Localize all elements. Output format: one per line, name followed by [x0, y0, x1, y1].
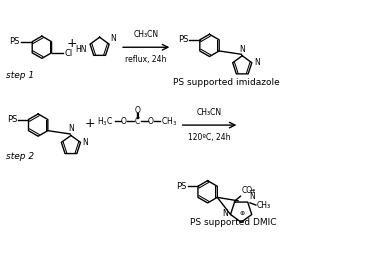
Text: O: O: [135, 106, 141, 115]
Text: PS supported DMIC: PS supported DMIC: [191, 218, 277, 227]
Text: CH₃CN: CH₃CN: [197, 108, 222, 117]
Text: N: N: [68, 124, 74, 133]
Text: Cl: Cl: [64, 49, 73, 58]
Text: step 2: step 2: [6, 152, 34, 161]
Text: N: N: [254, 58, 260, 67]
Text: PS: PS: [9, 37, 20, 46]
Text: 120ºC, 24h: 120ºC, 24h: [188, 133, 231, 142]
Text: ⊕: ⊕: [239, 211, 245, 216]
Text: PS: PS: [177, 182, 187, 191]
Text: step 1: step 1: [6, 70, 34, 80]
Text: CH$_3$: CH$_3$: [161, 115, 177, 128]
Text: reflux, 24h: reflux, 24h: [125, 55, 167, 64]
Text: N: N: [111, 34, 116, 43]
Text: O: O: [148, 117, 153, 126]
Text: HN: HN: [75, 45, 87, 54]
Text: C: C: [134, 117, 139, 126]
Text: −: −: [248, 188, 254, 194]
Text: PS: PS: [178, 35, 189, 44]
Text: PS supported imidazole: PS supported imidazole: [173, 78, 280, 87]
Text: CH₃: CH₃: [257, 201, 271, 210]
Text: N: N: [223, 209, 228, 218]
Text: CH₃CN: CH₃CN: [133, 30, 159, 39]
Text: N: N: [83, 138, 88, 147]
Text: N: N: [249, 192, 255, 201]
Text: +: +: [85, 117, 96, 130]
Text: +: +: [67, 37, 77, 50]
Text: H$_3$C: H$_3$C: [98, 115, 114, 128]
Text: CO₂: CO₂: [241, 186, 256, 195]
Text: PS: PS: [7, 115, 17, 124]
Text: N: N: [239, 45, 245, 54]
Text: O: O: [121, 117, 127, 126]
